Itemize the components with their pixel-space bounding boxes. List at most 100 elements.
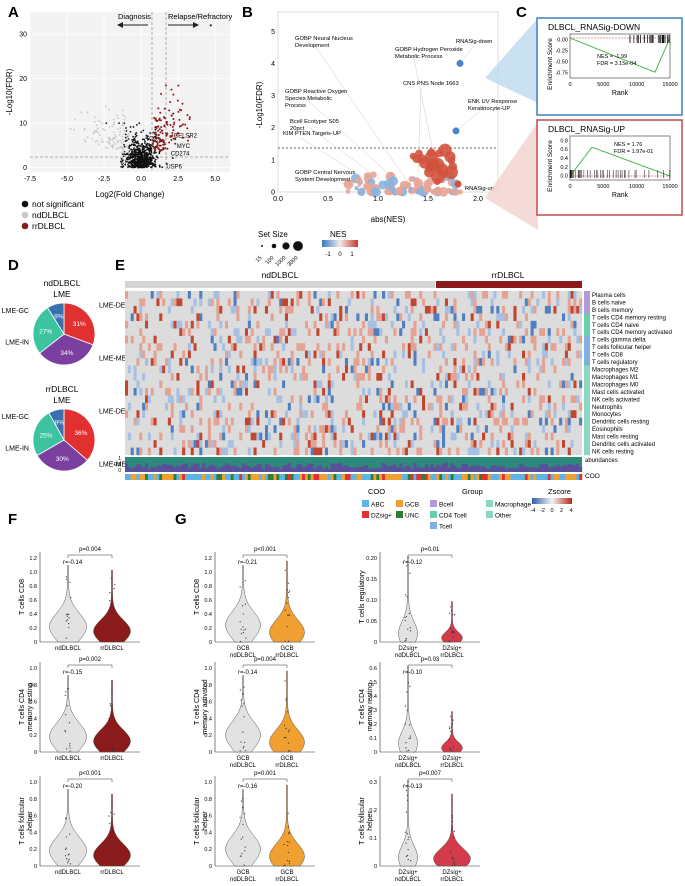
volcano-point <box>133 147 135 150</box>
volcano-point <box>97 119 100 122</box>
abundance-bar <box>270 467 274 472</box>
heatmap-cell <box>556 298 560 307</box>
heatmap-cell <box>262 335 266 344</box>
heatmap-cell <box>333 440 337 448</box>
violin-x-label: GCB <box>236 870 249 876</box>
volcano-point <box>159 111 162 114</box>
violin-y-label-2: memory resting <box>367 683 374 731</box>
heatmap-cell <box>473 298 477 307</box>
volcano-point <box>83 139 86 141</box>
violin-point <box>405 811 408 813</box>
bubble-point <box>416 189 421 194</box>
heatmap-cell <box>393 402 397 411</box>
heatmap-cell <box>559 380 563 389</box>
coo-cell <box>482 474 486 480</box>
heatmap-cell <box>379 387 383 396</box>
volcano-point <box>135 123 138 126</box>
gene-label: MYC <box>177 144 191 150</box>
heatmap-cell <box>362 291 366 299</box>
volcano-point <box>101 122 104 125</box>
coo-cell <box>410 474 414 480</box>
abundance-ticks: 10.50 <box>114 456 121 474</box>
heatmap-cell <box>390 402 394 411</box>
heatmap-cell <box>279 328 283 336</box>
pie-rr-title: rrDLBCL <box>45 384 78 394</box>
volcano-point <box>120 160 122 163</box>
heatmap-cell <box>144 320 149 329</box>
violin-point <box>241 705 243 707</box>
violin-point <box>408 836 410 838</box>
heatmap-cell <box>242 365 246 374</box>
heatmap-cell <box>267 365 271 374</box>
heatmap-cell <box>247 313 251 322</box>
heatmap-cell <box>270 410 274 418</box>
heatmap-cell <box>450 343 454 351</box>
set-size-swatch <box>293 241 303 251</box>
heatmap-cell <box>387 402 391 411</box>
abundance-bar <box>319 465 323 472</box>
abundance-bar <box>456 468 460 472</box>
volcano-point <box>166 147 169 150</box>
row-group-swatch <box>584 358 590 366</box>
violin-point <box>451 610 453 612</box>
violin-point <box>68 617 70 619</box>
heatmap-cell <box>210 440 214 448</box>
volcano-point <box>114 143 117 145</box>
volcano-point <box>133 150 136 152</box>
set-size-legend-title: Set Size <box>258 230 288 239</box>
heatmap-cell <box>322 425 326 433</box>
heatmap-cell <box>153 358 157 366</box>
heatmap-cell <box>319 447 323 456</box>
volcano-point <box>136 162 139 165</box>
heatmap-cell <box>410 335 414 344</box>
violin-point <box>453 862 455 865</box>
violin-y-tick: 0 <box>209 640 212 646</box>
heatmap-cell <box>387 447 391 456</box>
violin-y-label: T cells regulatory <box>359 570 366 624</box>
heatmap-cell <box>490 432 494 441</box>
volcano-point <box>129 156 132 159</box>
coo-cell <box>204 474 209 480</box>
heatmap-cell <box>210 298 214 307</box>
violin-x-label-2: ndDLBCL <box>395 763 422 769</box>
pie-percent: 8% <box>55 419 65 426</box>
heatmap-cell <box>136 410 140 418</box>
volcano-x-tick: -5.0 <box>61 176 73 183</box>
heatmap-cell <box>442 425 446 433</box>
heatmap-cell <box>284 410 289 418</box>
heatmap-cell <box>502 380 506 389</box>
volcano-point <box>159 119 162 122</box>
violin-y-tick: 0.2 <box>369 808 377 814</box>
heatmap-cell <box>173 320 177 329</box>
heatmap-cell <box>253 350 257 359</box>
coo-cell <box>350 474 354 480</box>
violin-y-tick: 0.2 <box>204 733 212 739</box>
abundance-bar <box>553 466 557 472</box>
heatmap-cell <box>253 447 257 456</box>
coo-cell <box>267 474 271 480</box>
heatmap-cell <box>230 380 234 389</box>
violin-point <box>110 722 113 725</box>
coo-cell <box>399 474 403 480</box>
volcano-point <box>126 156 129 159</box>
heatmap-cell <box>384 432 388 441</box>
heatmap-cell <box>196 432 200 441</box>
coo-cell <box>396 474 400 480</box>
heatmap-cell <box>567 298 571 307</box>
volcano-point <box>102 141 105 143</box>
heatmap-cell <box>264 358 269 366</box>
heatmap-cell <box>379 440 383 448</box>
row-group-swatch <box>584 350 590 359</box>
heatmap-cell <box>222 447 226 456</box>
volcano-point <box>149 139 152 141</box>
volcano-legend-label: rrDLBCL <box>32 221 65 231</box>
heatmap-cell <box>313 387 317 396</box>
heatmap-cell <box>547 291 551 299</box>
violin-x-label: GCB <box>236 646 249 652</box>
coo-cell <box>487 474 491 480</box>
heatmap-cell <box>179 395 183 404</box>
volcano-point <box>176 99 179 102</box>
coo-cell <box>239 474 243 480</box>
